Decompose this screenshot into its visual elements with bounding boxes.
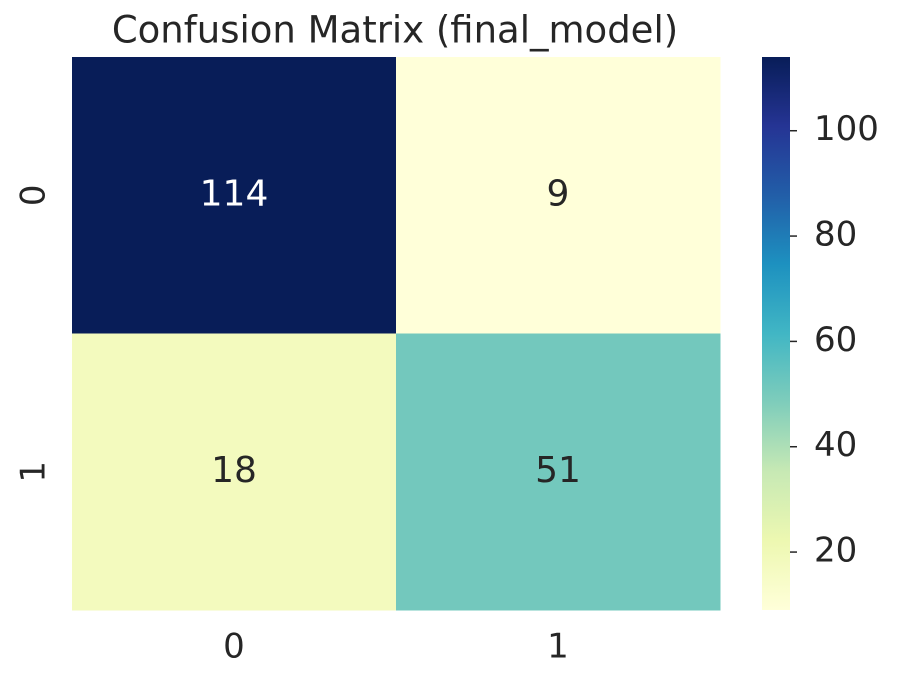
x-tick-label: 0 <box>223 627 245 667</box>
cell-label: 51 <box>535 450 581 491</box>
y-tick-label: 1 <box>14 461 54 483</box>
colorbar-tick-label: 20 <box>814 531 857 571</box>
heatmap-cell <box>72 333 397 611</box>
colorbar <box>762 57 790 610</box>
y-tick-label: 0 <box>14 184 54 206</box>
x-tick-label: 1 <box>547 627 569 667</box>
chart-title: Confusion Matrix (final_model) <box>112 9 678 52</box>
cell-label: 114 <box>200 173 269 214</box>
cell-label: 9 <box>547 173 570 214</box>
colorbar-tick-label: 40 <box>814 425 857 465</box>
heatmap-cell <box>396 57 721 334</box>
colorbar-tick-label: 80 <box>814 215 857 255</box>
colorbar-tick-label: 60 <box>814 320 857 360</box>
colorbar-tick-label: 100 <box>814 109 879 149</box>
cell-label: 18 <box>211 450 257 491</box>
heatmap-cell <box>396 333 721 611</box>
heatmap-cell <box>72 57 397 334</box>
